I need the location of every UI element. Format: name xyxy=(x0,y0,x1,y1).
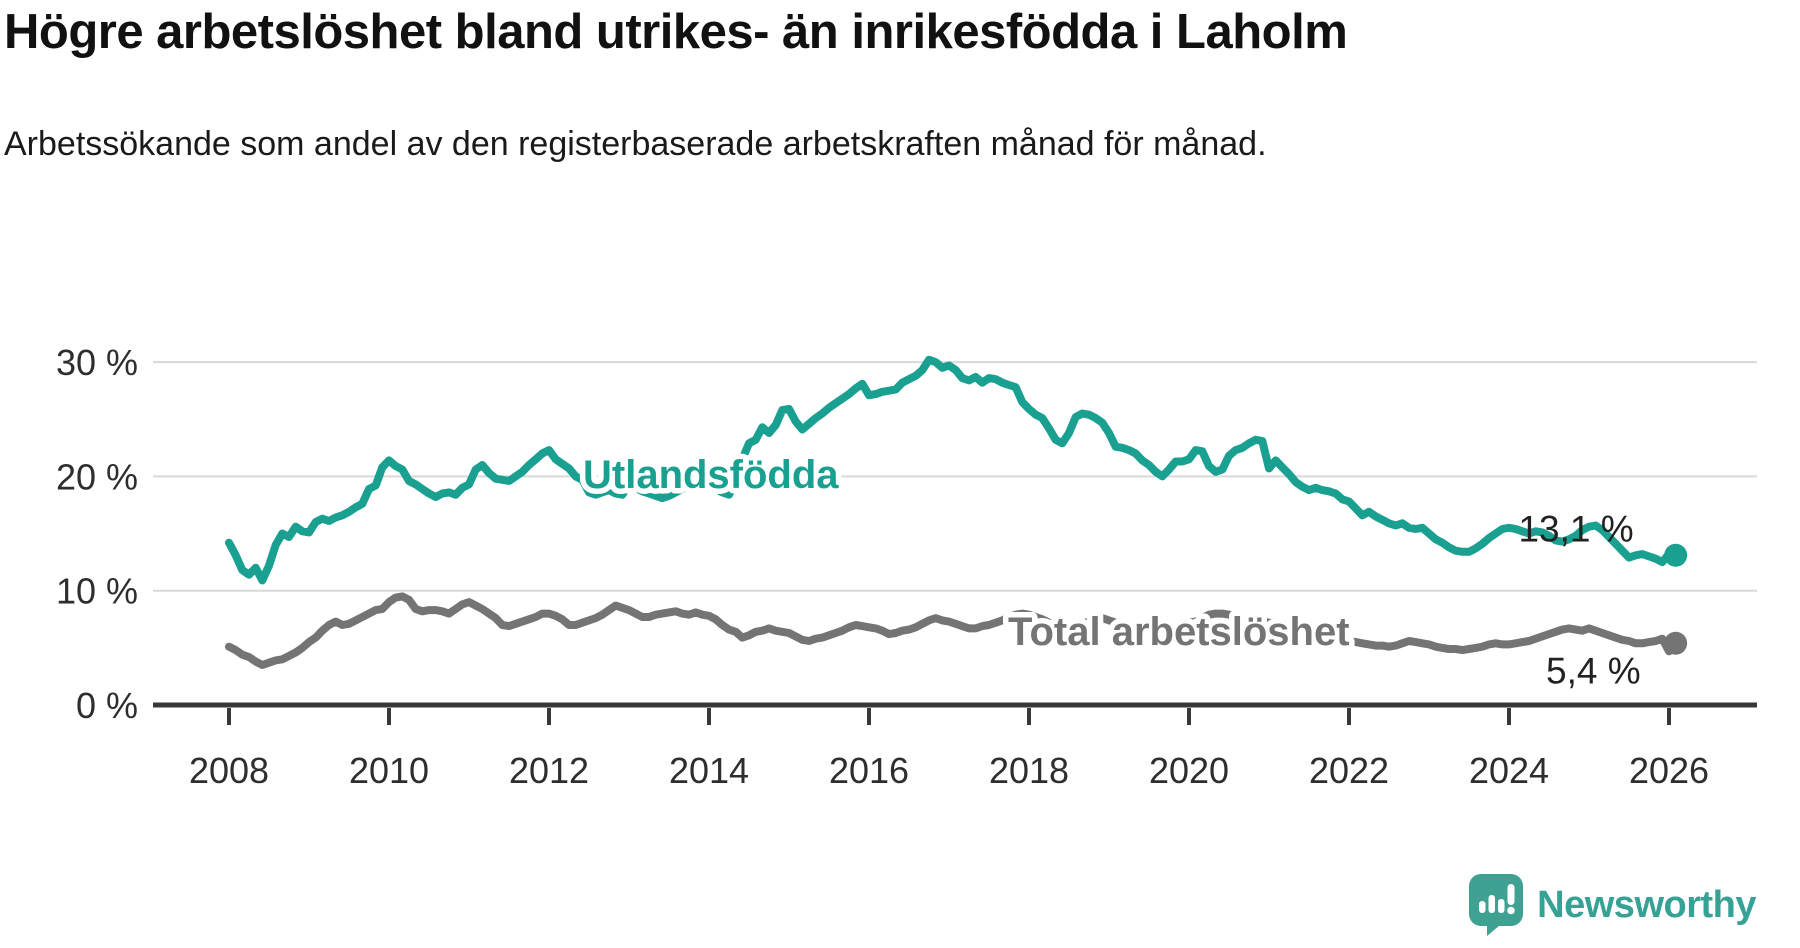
x-tick-label: 2022 xyxy=(1309,750,1389,791)
newsworthy-logo: Newsworthy xyxy=(1469,874,1756,936)
newsworthy-wordmark: Newsworthy xyxy=(1537,883,1756,926)
series-end-value: 13,1 % xyxy=(1518,508,1633,549)
x-tick-label: 2016 xyxy=(829,750,909,791)
page-title: Högre arbetslöshet bland utrikes- än inr… xyxy=(4,5,1348,59)
series-label-total: Total arbetslöshet xyxy=(1008,610,1350,654)
x-tick-label: 2008 xyxy=(189,750,269,791)
series-end-dot xyxy=(1664,631,1688,655)
y-tick-label: 30 % xyxy=(56,342,138,383)
x-tick-label: 2018 xyxy=(989,750,1069,791)
x-tick-label: 2024 xyxy=(1469,750,1549,791)
series-line-utlandsfodda xyxy=(225,355,1680,585)
series-line-total xyxy=(225,592,1680,669)
page-subtitle: Arbetssökande som andel av den registerb… xyxy=(4,125,1267,163)
y-tick-label: 10 % xyxy=(56,571,138,612)
x-tick-label: 2012 xyxy=(509,750,589,791)
x-tick-label: 2026 xyxy=(1629,750,1709,791)
x-tick-label: 2020 xyxy=(1149,750,1229,791)
y-tick-label: 0 % xyxy=(76,685,138,726)
series-end-dot xyxy=(1664,543,1688,567)
y-tick-label: 20 % xyxy=(56,456,138,497)
x-tick-label: 2010 xyxy=(349,750,429,791)
newsworthy-bubble-icon xyxy=(1469,874,1524,936)
x-tick-label: 2014 xyxy=(669,750,749,791)
series-end-value: 5,4 % xyxy=(1546,650,1641,691)
series-label-utlandsfodda: Utlandsfödda xyxy=(583,453,839,497)
